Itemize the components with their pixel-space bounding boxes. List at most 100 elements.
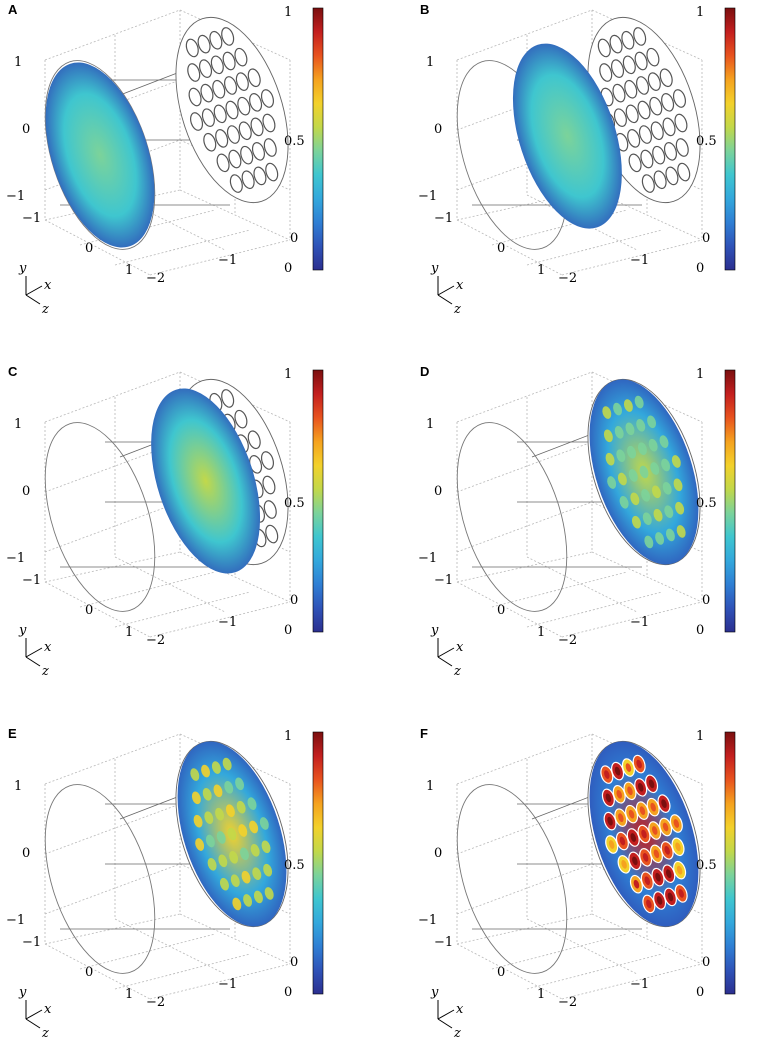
lattice-cell <box>221 389 235 408</box>
colorbar-tick-label: 0 <box>696 623 704 638</box>
intensity-peak <box>661 799 667 808</box>
x-tick-label: −1 <box>434 211 453 226</box>
panel-f: F 1 0 −1 −1 0 1 −2 −1 0 y xz 1 0.5 0 <box>418 726 736 1041</box>
grid-line <box>526 229 663 266</box>
lattice-cell <box>234 47 248 67</box>
intensity-spot <box>637 442 647 455</box>
intensity-spot <box>225 804 235 817</box>
intensity-spot <box>616 449 626 462</box>
lattice-cell <box>262 113 276 133</box>
intensity-peak <box>619 836 626 846</box>
grid-line <box>456 219 563 276</box>
x-tick-label: 0 <box>497 965 505 980</box>
intensity-peak <box>605 793 612 803</box>
intensity-spot <box>249 820 259 834</box>
triad-z-label: z <box>41 302 49 317</box>
triad-z-arrow <box>437 294 453 305</box>
y-tick-label: −1 <box>6 189 25 204</box>
colorbar-tick-label: 0 <box>284 985 292 1000</box>
x-tick-label: −1 <box>22 573 41 588</box>
lattice-cell <box>622 55 636 75</box>
intensity-peak <box>632 856 638 866</box>
intensity-spot <box>661 458 671 472</box>
intensity-peak <box>628 809 635 819</box>
lattice-cell <box>263 138 277 157</box>
triad-z-arrow <box>25 656 41 667</box>
triad-y-label: y <box>18 623 27 638</box>
intensity-peak <box>675 842 681 852</box>
aperture-outline <box>456 784 568 974</box>
grid-line <box>114 918 226 975</box>
intensity-spot <box>634 395 644 409</box>
grid-line <box>114 229 251 266</box>
triad-x-arrow <box>437 285 455 296</box>
y-tick-label: −1 <box>418 189 437 204</box>
triad-z-label: z <box>41 664 49 679</box>
intensity-spot <box>676 525 686 538</box>
beam-profile <box>512 43 622 229</box>
intensity-peak <box>637 782 644 792</box>
aperture-outline <box>44 784 156 974</box>
grid-line <box>526 591 663 628</box>
grid-line <box>561 239 703 276</box>
colorbar <box>312 731 324 995</box>
intensity-spot <box>207 858 217 871</box>
intensity-peak <box>639 806 646 815</box>
colorbar <box>312 369 324 633</box>
beam <box>45 62 155 248</box>
grid-line <box>79 933 216 970</box>
lattice-cell <box>240 145 254 165</box>
z-tick-label: 0 <box>290 231 298 246</box>
intensity-spot <box>603 429 613 443</box>
y-tick-label: 0 <box>22 122 30 137</box>
lattice-cell <box>675 138 689 157</box>
lattice-cell <box>628 153 642 173</box>
intensity-peak <box>656 896 663 905</box>
lattice-cell <box>649 96 663 116</box>
intensity-spot <box>263 863 273 877</box>
colorbar-tick-label: 1 <box>284 729 292 744</box>
beam <box>512 43 622 229</box>
intensity-spot <box>218 854 228 868</box>
colorbar-tick-label: 0 <box>284 261 292 276</box>
x-tick-label: 0 <box>85 965 93 980</box>
intensity-peak <box>678 889 684 898</box>
panel-c: C 1 0 −1 −1 0 1 −2 −1 0 y xz 1 0.5 0 <box>6 364 324 679</box>
intensity-spot <box>671 455 681 468</box>
panel-a: A 1 0 −1 −1 0 1 −2 −1 0 y xz 1 0.5 0 <box>6 2 324 317</box>
grid-line <box>591 551 703 603</box>
lattice-cell <box>638 125 652 144</box>
intensity-peak <box>604 770 610 779</box>
triad-y-label: y <box>18 261 27 276</box>
lattice-cell <box>640 149 654 169</box>
z-tick-label: 0 <box>290 955 298 970</box>
lattice-cell <box>624 79 638 99</box>
grid-line <box>44 9 181 61</box>
intensity-peak <box>616 789 622 799</box>
y-tick-label: 1 <box>14 417 22 432</box>
intensity-spot <box>655 532 665 545</box>
y-tick-label: −1 <box>418 551 437 566</box>
z-tick-label: −2 <box>558 995 577 1010</box>
intensity-spot <box>613 402 623 416</box>
lattice-cell <box>199 59 213 78</box>
grid-line <box>456 943 563 1000</box>
lattice-cell <box>625 104 639 124</box>
triad-z-label: z <box>453 1026 461 1041</box>
intensity-peak <box>607 816 613 826</box>
grid-line <box>456 501 593 553</box>
z-tick-label: −1 <box>630 615 649 630</box>
intensity-spot <box>659 435 669 448</box>
panel-e: E 1 0 −1 −1 0 1 −2 −1 0 y xz 1 0.5 0 <box>6 726 324 1041</box>
x-tick-label: 1 <box>125 263 133 278</box>
lattice-cell <box>650 121 664 141</box>
lattice-cell <box>612 83 626 103</box>
lattice-cell <box>203 132 217 152</box>
intensity-spot <box>662 482 672 495</box>
z-tick-label: −1 <box>218 615 237 630</box>
y-tick-label: 0 <box>22 484 30 499</box>
lattice-cell <box>216 153 230 173</box>
intensity-spot <box>647 415 657 429</box>
intensity-spot <box>195 838 205 851</box>
grid-line <box>44 581 151 638</box>
